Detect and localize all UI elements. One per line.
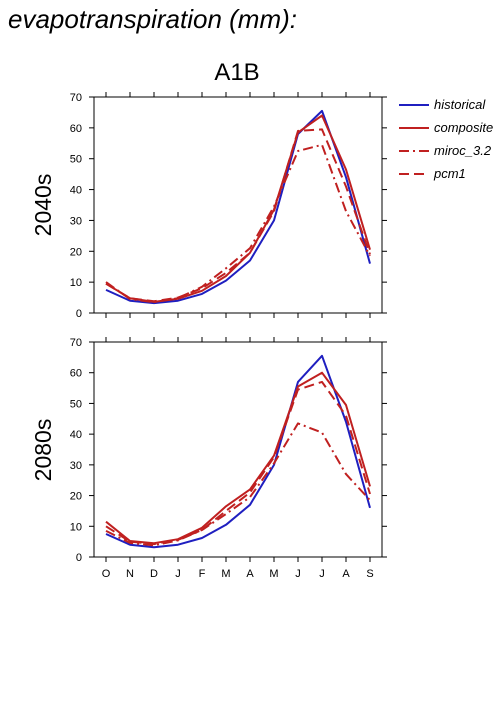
series-line-composite <box>105 371 371 545</box>
y-tick-label: 60 <box>70 368 82 380</box>
series-line-miroc-3-2 <box>105 422 371 547</box>
y-tick-label: 40 <box>70 429 82 441</box>
chart-title: A1B <box>214 59 259 86</box>
legend-label-pcm1: pcm1 <box>433 166 466 181</box>
series-line-pcm1 <box>105 128 371 303</box>
legend: historical composite miroc_3.2 pcm1 <box>399 97 493 181</box>
panel-2080s: 0 10 20 30 40 50 60 70 O N D J F M A M J J A S 2080s <box>30 337 387 580</box>
y-tick-label: 30 <box>70 460 82 472</box>
x-tick-label: J <box>295 568 301 580</box>
axis-ticks-2040s <box>89 92 387 318</box>
figure-title: evapotranspiration (mm): <box>8 4 297 34</box>
x-tick-label: F <box>199 568 206 580</box>
x-tick-label: S <box>366 568 373 580</box>
y-tick-labels-2040s: 0 10 20 30 40 50 60 70 <box>70 92 82 320</box>
y-tick-label: 10 <box>70 277 82 289</box>
series-line-historical <box>105 354 371 549</box>
x-tick-label: O <box>102 568 111 580</box>
legend-label-composite: composite <box>434 120 493 135</box>
series-lines-2080s <box>105 354 371 549</box>
x-tick-label: N <box>126 568 134 580</box>
x-tick-label: J <box>175 568 181 580</box>
y-tick-label: 60 <box>70 123 82 135</box>
y-tick-label: 0 <box>76 308 82 320</box>
series-line-pcm1 <box>105 380 371 546</box>
y-tick-label: 20 <box>70 246 82 258</box>
y-tick-label: 20 <box>70 491 82 503</box>
y-tick-label: 10 <box>70 521 82 533</box>
legend-item-historical: historical <box>399 97 486 112</box>
y-tick-label: 30 <box>70 215 82 227</box>
y-axis-label-2080s: 2080s <box>30 419 56 482</box>
plot-frame-2040s <box>93 96 383 314</box>
axis-ticks-2080s <box>89 337 387 562</box>
series-line-historical <box>105 109 371 305</box>
y-tick-label: 50 <box>70 154 82 166</box>
y-tick-label: 40 <box>70 185 82 197</box>
legend-item-miroc: miroc_3.2 <box>399 143 492 158</box>
plot-frame-2080s <box>93 341 383 558</box>
x-tick-label: M <box>269 568 278 580</box>
x-tick-label: A <box>342 568 350 580</box>
panel-2040s: 0 10 20 30 40 50 60 70 2040s <box>30 92 387 320</box>
legend-label-miroc: miroc_3.2 <box>434 143 492 158</box>
legend-item-composite: composite <box>399 120 493 135</box>
series-line-composite <box>105 114 371 303</box>
series-line-miroc-3-2 <box>105 143 371 304</box>
x-tick-label: M <box>221 568 230 580</box>
x-tick-label: A <box>246 568 254 580</box>
x-tick-label: D <box>150 568 158 580</box>
legend-label-historical: historical <box>434 97 486 112</box>
x-tick-label: J <box>319 568 325 580</box>
y-axis-label-2040s: 2040s <box>30 174 56 237</box>
y-tick-label: 70 <box>70 92 82 104</box>
y-tick-label: 70 <box>70 337 82 349</box>
legend-item-pcm1: pcm1 <box>399 166 466 181</box>
y-tick-label: 0 <box>76 552 82 564</box>
y-tick-label: 50 <box>70 398 82 410</box>
series-lines-2040s <box>105 109 371 305</box>
y-tick-labels-2080s: 0 10 20 30 40 50 60 70 <box>70 337 82 564</box>
